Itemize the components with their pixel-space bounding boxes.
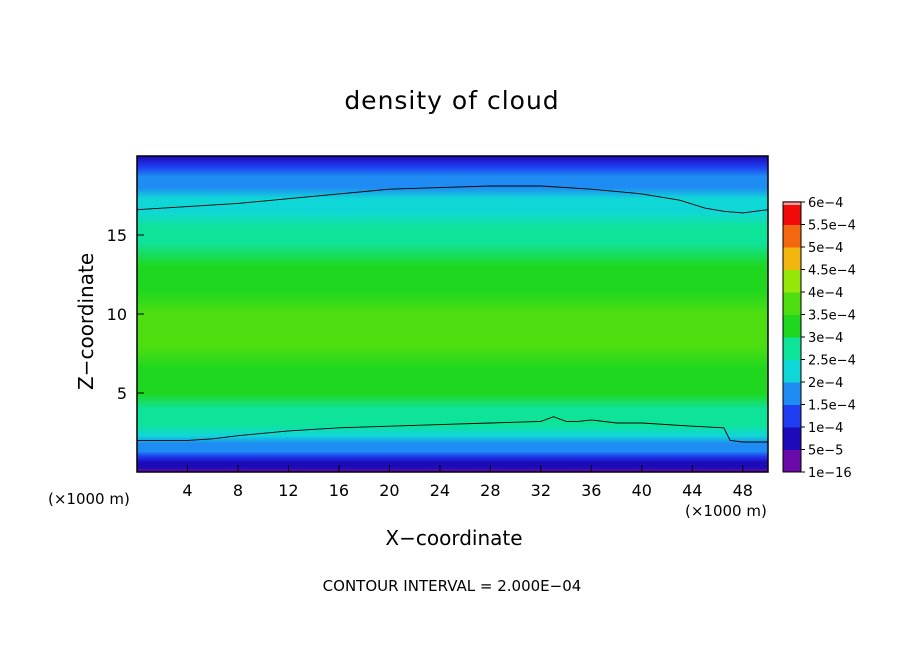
colorbar-label: 5.5e−4 <box>808 219 856 234</box>
colorbar-label: 3e−4 <box>808 331 843 346</box>
colorbar-swatch <box>783 337 801 360</box>
colorbar-label: 1e−16 <box>808 466 852 481</box>
colorbar-label: 2.5e−4 <box>808 354 856 369</box>
colorbar-swatch <box>783 427 801 450</box>
colorbar-label: 6e−4 <box>808 196 843 211</box>
colorbar-swatch <box>783 359 801 383</box>
x-axis: 4 8 12 16 20 24 28 32 36 40 44 48 <box>182 465 753 500</box>
colorbar-swatch <box>783 382 801 405</box>
x-tick-label: 24 <box>430 481 450 500</box>
colorbar: 1e−16 5e−5 1e−4 1.5e−4 2e−4 2.5e−4 3e−4 3.5e−4 4… <box>782 196 856 481</box>
colorbar-label: 5e−4 <box>808 241 843 256</box>
chart-title: density of cloud <box>344 86 560 115</box>
colorbar-swatch <box>783 449 801 473</box>
colorbar-swatch <box>783 247 801 270</box>
x-tick-label: 28 <box>480 481 500 500</box>
x-tick-label: 8 <box>233 481 243 500</box>
x-unit-label-right: (×1000 m) <box>685 502 767 520</box>
y-tick-label: 15 <box>107 226 127 245</box>
contour-lines <box>136 185 769 443</box>
colorbar-swatch <box>783 314 801 338</box>
colorbar-swatch <box>783 404 801 428</box>
x-axis-label: X−coordinate <box>385 526 523 550</box>
colorbar-swatch-top <box>783 201 801 205</box>
colorbar-label: 1e−4 <box>808 421 843 436</box>
x-tick-label: 12 <box>278 481 298 500</box>
y-axis-label: Z−coordinate <box>74 252 98 390</box>
colorbar-label: 2e−4 <box>808 376 843 391</box>
y-tick-label: 5 <box>117 384 127 403</box>
colorbar-swatch <box>783 292 801 315</box>
y-tick-label: 10 <box>107 305 127 324</box>
x-tick-label: 48 <box>733 481 753 500</box>
contour-line-lower <box>137 416 768 443</box>
colorbar-label: 1.5e−4 <box>808 399 856 414</box>
density-field <box>137 156 768 472</box>
colorbar-swatch <box>783 269 801 293</box>
x-tick-label: 32 <box>531 481 551 500</box>
colorbar-swatch <box>783 224 801 248</box>
x-tick-label: 20 <box>379 481 399 500</box>
x-tick-label: 36 <box>581 481 601 500</box>
x-tick-label: 40 <box>632 481 652 500</box>
x-tick-label: 4 <box>182 481 192 500</box>
contour-interval-note: CONTOUR INTERVAL = 2.000E−04 <box>322 577 582 595</box>
contour-line-upper <box>136 185 769 214</box>
colorbar-swatch <box>783 202 801 225</box>
x-tick-label: 16 <box>329 481 349 500</box>
colorbar-label: 4.5e−4 <box>808 264 856 279</box>
x-unit-label-left: (×1000 m) <box>48 490 130 508</box>
y-axis: 5 10 15 <box>107 226 144 403</box>
colorbar-label: 3.5e−4 <box>808 309 856 324</box>
x-tick-label: 44 <box>682 481 702 500</box>
colorbar-label: 4e−4 <box>808 286 843 301</box>
colorbar-label: 5e−5 <box>808 444 843 459</box>
